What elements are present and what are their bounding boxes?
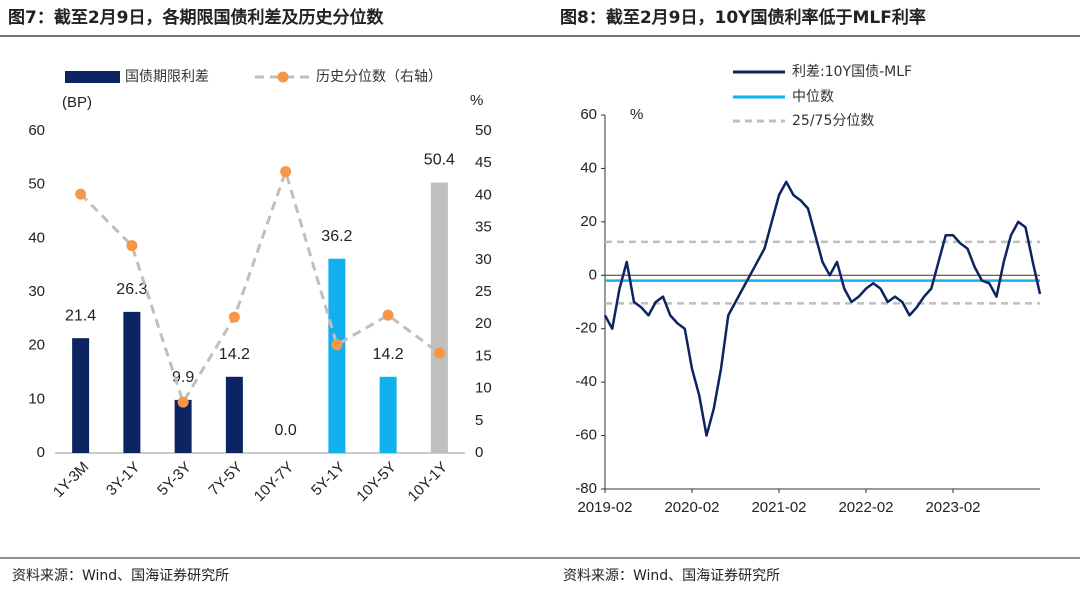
x-tick-label: 5Y-3Y	[154, 459, 195, 500]
x-tick-label: 2020-02	[664, 499, 719, 516]
x-tick-label: 2021-02	[751, 499, 806, 516]
x-tick-label: 5Y-1Y	[308, 459, 349, 500]
y-tick-label: 60	[28, 122, 45, 139]
y2-tick-label: 25	[475, 283, 492, 300]
y-tick-label: 30	[28, 283, 45, 300]
legend-label: 中位数	[792, 89, 834, 105]
percentile-marker	[331, 339, 343, 351]
y2-axis-label: %	[470, 92, 483, 109]
legend-label: 25/75分位数	[792, 113, 874, 129]
y-tick-label: 10	[28, 390, 45, 407]
percentile-marker	[126, 240, 138, 252]
source-note: 资料来源：Wind、国海证券研究所	[12, 568, 229, 584]
y-tick-label: 40	[580, 159, 597, 176]
y-tick-label: 20	[28, 337, 45, 354]
value-label: 26.3	[116, 281, 147, 298]
percentile-marker	[228, 311, 240, 323]
series-line	[603, 180, 1042, 437]
y2-tick-label: 10	[475, 380, 492, 397]
legend-label: 利差:10Y国债-MLF	[792, 64, 912, 80]
percentile-marker	[382, 309, 394, 321]
y2-tick-label: 40	[475, 186, 492, 203]
y-axis-label: %	[630, 106, 643, 123]
y2-tick-label: 0	[475, 444, 483, 461]
y-tick-label: -20	[575, 320, 597, 337]
chart-title: 图8：截至2月9日，10Y国债利率低于MLF利率	[560, 7, 926, 28]
y-tick-label: 0	[589, 266, 597, 283]
value-label: 21.4	[65, 307, 96, 324]
y-tick-label: 0	[37, 444, 45, 461]
bar	[225, 376, 243, 453]
x-tick-label: 3Y-1Y	[103, 459, 144, 500]
y2-tick-label: 50	[475, 122, 492, 139]
legend-swatch	[277, 71, 289, 83]
percentile-line	[79, 166, 441, 406]
bar	[174, 399, 192, 453]
legend-swatch	[65, 71, 120, 83]
x-tick-label: 2022-02	[838, 499, 893, 516]
x-tick-label: 2023-02	[925, 499, 980, 516]
y-axis-label: (BP)	[62, 94, 92, 111]
chart-title: 图7：截至2月9日，各期限国债利差及历史分位数	[8, 7, 384, 28]
legend-label: 历史分位数（右轴）	[316, 69, 442, 85]
bar	[72, 338, 90, 453]
bar	[430, 182, 448, 453]
x-tick-label: 2019-02	[577, 499, 632, 516]
bar	[123, 311, 141, 453]
y2-tick-label: 30	[475, 251, 492, 268]
bar	[328, 258, 346, 453]
value-label: 50.4	[424, 152, 455, 169]
y-tick-label: 40	[28, 229, 45, 246]
percentile-marker	[75, 188, 87, 200]
y2-tick-label: 20	[475, 315, 492, 332]
value-label: 14.2	[373, 346, 404, 363]
y-tick-label: 60	[580, 106, 597, 123]
x-tick-label: 10Y-5Y	[353, 459, 399, 505]
percentile-marker	[177, 396, 189, 408]
y-tick-label: -60	[575, 427, 597, 444]
y-tick-label: 20	[580, 213, 597, 230]
y2-tick-label: 35	[475, 219, 492, 236]
y2-tick-label: 45	[475, 154, 492, 171]
percentile-marker	[433, 347, 445, 359]
x-tick-label: 7Y-5Y	[205, 459, 246, 500]
y2-tick-label: 15	[475, 347, 492, 364]
bar	[379, 376, 397, 453]
x-tick-label: 10Y-7Y	[251, 459, 297, 505]
x-tick-label: 10Y-1Y	[405, 459, 451, 505]
value-label: 14.2	[219, 346, 250, 363]
y-tick-label: 50	[28, 176, 45, 193]
source-note: 资料来源：Wind、国海证券研究所	[563, 568, 780, 584]
value-label: 0.0	[275, 422, 297, 439]
x-tick-label: 1Y-3M	[50, 459, 92, 501]
y-tick-label: -40	[575, 373, 597, 390]
y2-tick-label: 5	[475, 412, 483, 429]
legend-label: 国债期限利差	[125, 69, 209, 85]
value-label: 36.2	[321, 228, 352, 245]
y-tick-label: -80	[575, 480, 597, 497]
percentile-marker	[280, 166, 292, 178]
